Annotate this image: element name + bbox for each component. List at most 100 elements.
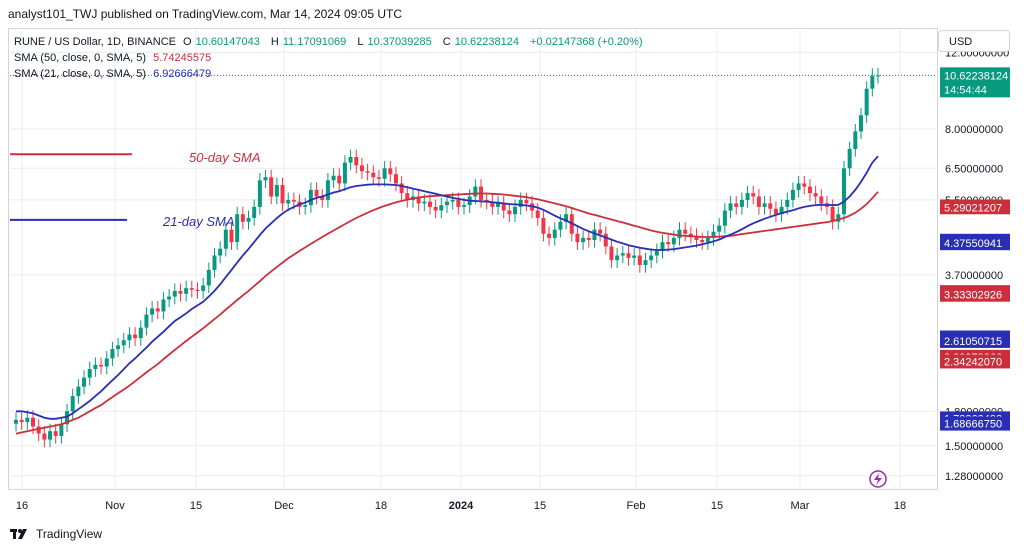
x-tick-label: 18 bbox=[894, 500, 906, 512]
y-tick-label: 3.70000000 bbox=[945, 270, 1003, 282]
chart-svg[interactable]: 16 Nov 15 Dec 18 2024 15 Feb 15 Mar 1812.000000008… bbox=[0, 0, 1024, 520]
candle-body bbox=[150, 308, 155, 315]
tradingview-logo[interactable]: TradingView bbox=[10, 527, 102, 541]
candle-body bbox=[450, 199, 455, 202]
candle-body bbox=[104, 358, 109, 367]
scale-badge bbox=[940, 200, 1010, 215]
candle-body bbox=[683, 229, 688, 234]
candle-body bbox=[541, 217, 546, 234]
footer bbox=[0, 520, 1024, 551]
candle-body bbox=[745, 193, 750, 200]
sma50-value: 5.74245575 bbox=[153, 52, 212, 64]
candle-body bbox=[734, 203, 739, 207]
candle-body bbox=[422, 201, 427, 204]
scale-badge-label: 3.33302926 bbox=[944, 290, 1002, 302]
candle-body bbox=[717, 225, 722, 232]
candle-body bbox=[790, 189, 795, 200]
candle-body bbox=[189, 288, 194, 290]
candle-body bbox=[36, 426, 41, 434]
candle-body bbox=[643, 260, 648, 265]
candle-body bbox=[269, 177, 274, 197]
candle-body bbox=[155, 308, 160, 312]
candle-body bbox=[365, 171, 370, 173]
candle-body bbox=[371, 172, 376, 178]
candle-body bbox=[490, 201, 495, 207]
candle-body bbox=[473, 186, 478, 197]
candle-body bbox=[592, 229, 597, 241]
candle-body bbox=[65, 411, 70, 425]
candle-body bbox=[445, 201, 449, 206]
candle-body bbox=[598, 229, 603, 234]
candle-body bbox=[240, 214, 245, 222]
header: analyst101_TWJ published on TradingView.… bbox=[0, 0, 1024, 28]
candle-body bbox=[637, 255, 642, 265]
legend-sma50-row[interactable]: SMA (50, close, 0, SMA, 5) 5.74245575 bbox=[14, 50, 647, 66]
flash-icon[interactable] bbox=[869, 470, 887, 488]
candle-body bbox=[813, 193, 818, 197]
candle-body bbox=[722, 210, 727, 226]
y-tick-label: 8.00000000 bbox=[945, 124, 1003, 136]
last-price-label: 10.62238124 bbox=[944, 70, 1008, 82]
legend-ohlc-row: RUNE / US Dollar, 1D, BINANCE O 10.601470… bbox=[14, 34, 647, 50]
candle-body bbox=[677, 229, 682, 238]
candle-body bbox=[212, 255, 217, 270]
open-value: 10.60147043 bbox=[195, 36, 260, 48]
candle-body bbox=[246, 217, 251, 222]
candle-body bbox=[348, 157, 353, 163]
candle-body bbox=[632, 255, 637, 258]
candle-body bbox=[649, 255, 654, 261]
candle-body bbox=[609, 246, 614, 261]
plot-frame[interactable] bbox=[8, 28, 938, 490]
candle-body bbox=[144, 314, 149, 328]
candle-body bbox=[518, 199, 523, 207]
candle-body bbox=[320, 196, 325, 200]
candle-body bbox=[399, 183, 404, 194]
x-tick-label: Mar bbox=[791, 500, 810, 512]
scale-badge bbox=[940, 354, 1010, 369]
candle-body bbox=[462, 205, 467, 207]
x-tick-label: 15 bbox=[190, 500, 202, 512]
scale-badge bbox=[940, 287, 1010, 302]
candle-body bbox=[524, 199, 529, 204]
countdown-label: 14:54:44 bbox=[944, 84, 987, 96]
close-value: 10.62238124 bbox=[454, 36, 519, 48]
annotation-21-day-sma: 21-day SMA bbox=[163, 214, 235, 229]
candle-body bbox=[836, 214, 841, 222]
scale-badge-label: 1.68666750 bbox=[944, 419, 1002, 431]
candle-body bbox=[694, 235, 699, 241]
scale-badge-label: 4.37550941 bbox=[944, 238, 1002, 250]
candle-body bbox=[133, 334, 138, 339]
y-tick-label: 1.50000000 bbox=[945, 441, 1003, 453]
candle-body bbox=[405, 193, 410, 200]
scale-badge-label: 2.61050715 bbox=[944, 336, 1002, 348]
legend-symbol[interactable]: RUNE / US Dollar, 1D, BINANCE bbox=[14, 36, 176, 48]
candle-body bbox=[858, 115, 863, 132]
x-tick-label: 15 bbox=[534, 500, 546, 512]
candle-body bbox=[218, 248, 223, 256]
candle-body bbox=[456, 199, 461, 207]
x-tick-label: 2024 bbox=[449, 500, 474, 512]
candle-body bbox=[116, 345, 121, 350]
x-tick-label: 16 bbox=[16, 500, 28, 512]
candle-body bbox=[558, 221, 563, 230]
candle-body bbox=[705, 237, 710, 243]
candle-body bbox=[615, 255, 620, 261]
x-tick-label: 18 bbox=[375, 500, 387, 512]
x-tick-label: 15 bbox=[711, 500, 723, 512]
tradingview-brand: TradingView bbox=[36, 527, 103, 541]
candle-body bbox=[138, 327, 143, 339]
legend-sma21-row[interactable]: SMA (21, close, 0, SMA, 5) 6.92666479 bbox=[14, 66, 647, 82]
candle-body bbox=[53, 431, 58, 436]
candle-body bbox=[76, 386, 81, 397]
candle-body bbox=[802, 183, 807, 187]
candle-body bbox=[416, 196, 421, 204]
candle-body bbox=[671, 237, 676, 245]
sma21-line bbox=[16, 155, 879, 420]
candle-body bbox=[660, 242, 665, 251]
close-label: C bbox=[442, 36, 451, 48]
candle-body bbox=[235, 214, 240, 243]
candle-body bbox=[739, 199, 744, 207]
candle-body bbox=[547, 233, 552, 238]
currency-button[interactable]: USD bbox=[938, 30, 1010, 52]
scale-badge bbox=[940, 416, 1010, 431]
